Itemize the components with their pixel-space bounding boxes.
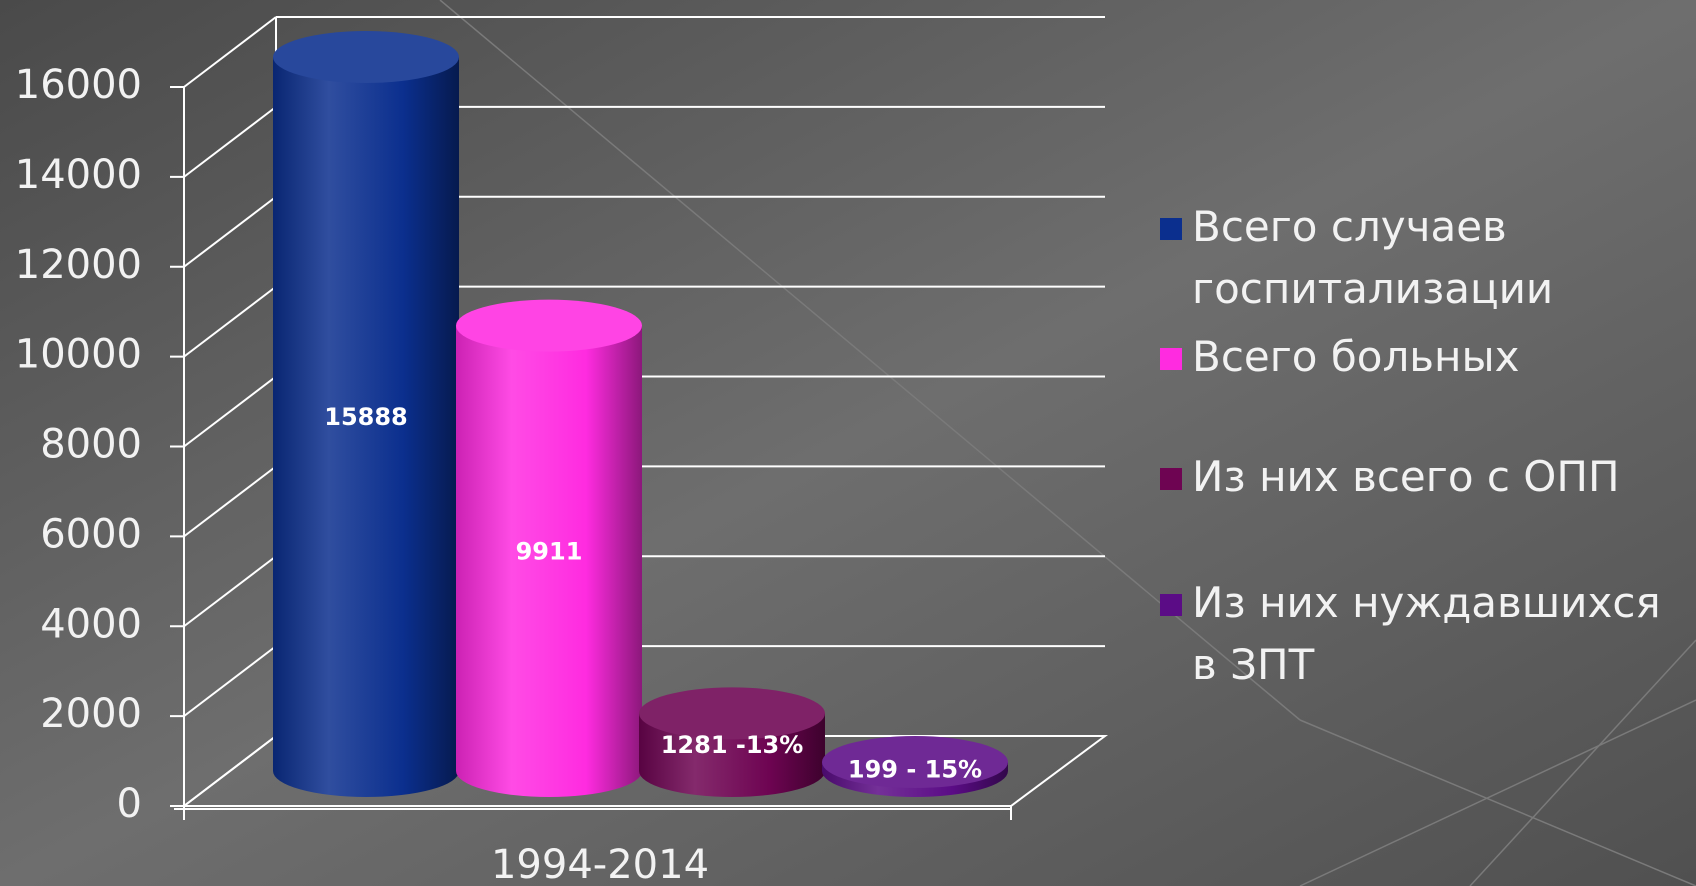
decor — [439, 0, 1696, 886]
y-tick-label: 0 — [117, 781, 142, 827]
legend-label: Всего больных — [1192, 332, 1520, 381]
grid-line — [183, 735, 277, 807]
legend-label: Из них всего с ОПП — [1192, 452, 1620, 501]
y-tick-label: 6000 — [40, 511, 142, 557]
legend-item: Всего случаев госпитализации — [1160, 196, 1662, 320]
legend-label: Всего случаев госпитализации — [1192, 202, 1554, 313]
legend-swatch — [1160, 218, 1182, 240]
grid-line — [183, 465, 277, 538]
bar-top — [456, 299, 642, 352]
y-tick-label: 10000 — [15, 332, 142, 378]
y-tick-label: 2000 — [40, 691, 142, 737]
y-tick-label: 8000 — [40, 422, 142, 468]
bar-top — [273, 31, 459, 84]
legend-item: Из них всего с ОПП — [1160, 446, 1662, 508]
value-label: 1281 -13% — [661, 731, 804, 759]
bar-top — [639, 687, 825, 740]
y-tick-label: 4000 — [40, 601, 142, 647]
value-label: 15888 — [324, 403, 408, 431]
y-tick-label: 12000 — [15, 242, 142, 288]
grid-line — [183, 375, 277, 448]
bar-top — [822, 736, 1008, 789]
grid-line — [183, 106, 277, 178]
legend-item: Из них нуждавшихся в ЗПТ — [1160, 572, 1662, 696]
grid-line — [183, 645, 277, 717]
legend-swatch — [1160, 594, 1182, 616]
grid-line — [183, 555, 277, 628]
legend-swatch — [1160, 468, 1182, 490]
legend-label: Из них нуждавшихся в ЗПТ — [1192, 578, 1661, 689]
x-tick-label: 1994-2014 — [491, 842, 709, 886]
legend-swatch — [1160, 348, 1182, 370]
grid-line — [183, 285, 277, 358]
y-tick-label: 16000 — [15, 62, 142, 108]
grid-line — [183, 16, 277, 88]
legend-item: Всего больных — [1160, 326, 1662, 388]
value-label: 199 - 15% — [848, 756, 982, 784]
bar — [456, 325, 642, 797]
y-tick-label: 14000 — [15, 152, 142, 198]
value-label: 9911 — [516, 537, 583, 565]
grid-line — [183, 195, 277, 268]
bar — [273, 57, 459, 797]
